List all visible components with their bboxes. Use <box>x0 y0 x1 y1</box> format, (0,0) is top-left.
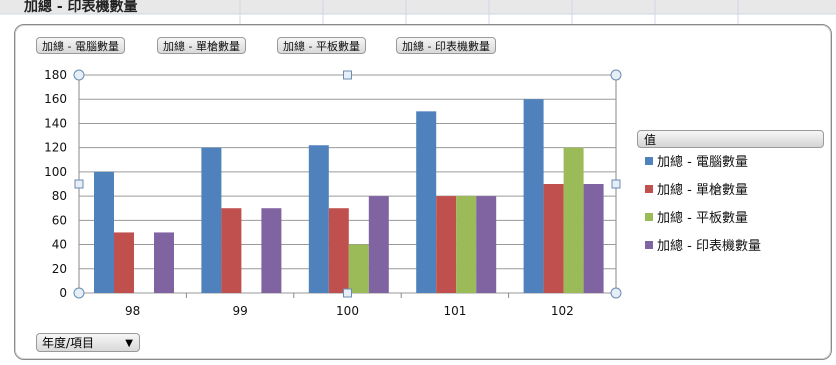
field-button-printer[interactable]: 加總 - 印表機數量 <box>396 37 496 54</box>
y-tick-label: 40 <box>52 238 67 252</box>
x-tick-label: 98 <box>125 304 140 318</box>
resize-handle-icon[interactable] <box>610 287 622 299</box>
x-tick-label: 102 <box>551 304 574 318</box>
resize-handle-icon[interactable] <box>343 70 352 80</box>
y-tick-label: 100 <box>44 165 67 179</box>
bar-100-3[interactable] <box>368 196 389 293</box>
bar-100-0[interactable] <box>308 145 329 293</box>
resize-handle-icon[interactable] <box>73 287 85 299</box>
resize-handle-icon[interactable] <box>343 288 352 298</box>
legend-item-computer: 加總 - 電腦數量 <box>645 154 748 172</box>
legend-item-printer: 加總 - 印表機數量 <box>645 238 761 256</box>
legend-label: 加總 - 電腦數量 <box>657 155 748 170</box>
resize-handle-icon[interactable] <box>73 69 85 81</box>
x-tick-label: 101 <box>443 304 466 318</box>
legend-swatch <box>645 213 653 221</box>
bar-98-3[interactable] <box>154 232 174 293</box>
legend-label: 加總 - 平板數量 <box>657 211 748 226</box>
x-tick-label: 100 <box>336 304 359 318</box>
y-tick-label: 0 <box>59 286 67 300</box>
bar-101-3[interactable] <box>476 196 497 293</box>
bar-102-0[interactable] <box>523 99 544 293</box>
legend-swatch <box>645 185 653 193</box>
x-tick-label: 99 <box>232 304 247 318</box>
axis-field-button[interactable]: 年度/項目 ▼ <box>36 333 140 352</box>
dropdown-arrow-icon: ▼ <box>125 338 133 349</box>
resize-handle-icon[interactable] <box>611 179 621 189</box>
legend-item-tablet: 加總 - 平板數量 <box>645 210 748 228</box>
y-tick-label: 120 <box>44 141 67 155</box>
field-button-computer[interactable]: 加總 - 電腦數量 <box>36 37 125 54</box>
y-tick-label: 180 <box>44 68 67 82</box>
y-tick-label: 140 <box>44 116 67 130</box>
field-button-tablet[interactable]: 加總 - 平板數量 <box>277 37 366 54</box>
bar-101-2[interactable] <box>456 196 477 293</box>
bar-100-1[interactable] <box>328 208 349 293</box>
legend-label: 加總 - 單槍數量 <box>657 183 748 198</box>
field-button-projector[interactable]: 加總 - 單槍數量 <box>157 37 246 54</box>
legend-header[interactable]: 值 <box>637 130 824 148</box>
resize-handle-icon[interactable] <box>74 179 84 189</box>
bar-98-0[interactable] <box>94 171 114 293</box>
y-tick-label: 60 <box>52 213 67 227</box>
pivot-field-header: 加總 - 印表機數量 <box>24 0 138 14</box>
resize-handle-icon[interactable] <box>610 69 622 81</box>
bar-101-0[interactable] <box>416 111 437 293</box>
bar-101-1[interactable] <box>436 196 457 293</box>
legend-item-projector: 加總 - 單槍數量 <box>645 182 748 200</box>
bar-102-1[interactable] <box>543 184 564 293</box>
y-tick-label: 80 <box>52 189 67 203</box>
legend-label: 加總 - 印表機數量 <box>657 239 761 254</box>
legend-swatch <box>645 157 653 165</box>
bar-99-1[interactable] <box>221 208 242 293</box>
bar-100-2[interactable] <box>348 244 369 293</box>
bar-99-0[interactable] <box>201 147 222 293</box>
bar-102-2[interactable] <box>563 147 584 293</box>
bar-102-3[interactable] <box>583 184 604 293</box>
bar-98-1[interactable] <box>114 232 134 293</box>
legend-swatch <box>645 241 653 249</box>
bar-99-3[interactable] <box>261 208 282 293</box>
y-tick-label: 160 <box>44 92 67 106</box>
axis-field-label: 年度/項目 <box>42 336 95 350</box>
y-tick-label: 20 <box>52 262 67 276</box>
